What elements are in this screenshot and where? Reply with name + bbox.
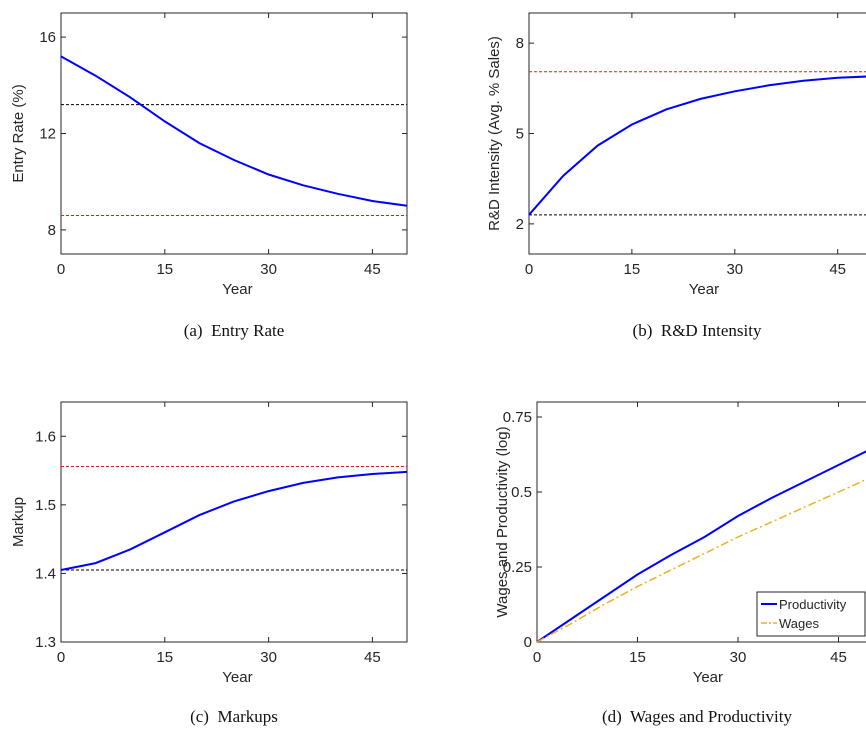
panel: 0 15 30 45 8 12 16 Year Entry Rate (%) (a) Entry … bbox=[10, 12, 408, 340]
plot-area bbox=[60, 12, 408, 255]
caption: (c) Markups bbox=[190, 707, 278, 726]
x-tick-label: 45 bbox=[830, 649, 847, 666]
panel: 0 15 30 45 1.3 1.4 1.5 1.6 Year Markup (c) Markups bbox=[10, 401, 408, 726]
legend-label: Wages bbox=[779, 616, 819, 631]
y-tick-label: 1.6 bbox=[35, 428, 56, 445]
y-tick-label: 0.25 bbox=[503, 559, 532, 576]
x-tick-label: 45 bbox=[829, 261, 846, 278]
x-tick-label: 45 bbox=[364, 261, 381, 278]
x-tick-label: 30 bbox=[726, 261, 743, 278]
y-tick-label: 0.75 bbox=[503, 409, 532, 426]
y-tick-label: 1.4 bbox=[35, 565, 56, 582]
legend: Productivity Wages bbox=[756, 591, 866, 637]
x-tick-label: 30 bbox=[260, 649, 277, 666]
y-tick-label: 0.5 bbox=[511, 484, 532, 501]
y-tick-label: 8 bbox=[516, 35, 524, 52]
y-axis-label: R&D Intensity (Avg. % Sales) bbox=[486, 36, 503, 231]
x-axis-label: Year bbox=[693, 669, 723, 686]
y-axis-label: Markup bbox=[10, 497, 27, 547]
x-tick-label: 0 bbox=[525, 261, 533, 278]
x-tick-label: 15 bbox=[624, 261, 641, 278]
x-tick-label: 15 bbox=[629, 649, 646, 666]
x-axis-label: Year bbox=[689, 281, 719, 298]
x-axis-label: Year bbox=[222, 669, 252, 686]
caption: (a) Entry Rate bbox=[184, 321, 285, 340]
x-tick-label: 15 bbox=[156, 261, 173, 278]
panel: 0 15 30 45 2 5 8 Year R&D Intensity (Avg. % Sale… bbox=[486, 12, 866, 340]
y-tick-label: 16 bbox=[39, 29, 56, 46]
y-tick-label: 8 bbox=[48, 222, 56, 239]
plot-area bbox=[528, 12, 866, 255]
y-tick-label: 1.5 bbox=[35, 497, 56, 514]
y-tick-label: 5 bbox=[516, 126, 524, 143]
legend-box bbox=[756, 591, 866, 637]
legend-label: Productivity bbox=[779, 597, 847, 612]
y-tick-label: 1.3 bbox=[35, 634, 56, 651]
x-tick-label: 15 bbox=[156, 649, 173, 666]
y-tick-label: 2 bbox=[516, 216, 524, 233]
series-line bbox=[60, 55, 408, 207]
y-tick-label: 12 bbox=[39, 126, 56, 143]
plot-area bbox=[60, 401, 408, 643]
caption: (d) Wages and Productivity bbox=[602, 707, 793, 726]
x-tick-label: 0 bbox=[57, 261, 65, 278]
y-axis-label: Entry Rate (%) bbox=[10, 84, 27, 182]
x-axis-label: Year bbox=[222, 281, 252, 298]
series-line bbox=[528, 75, 866, 216]
x-tick-label: 30 bbox=[260, 261, 277, 278]
panel: 0 15 30 45 0 0.25 0.5 0.75 Year Wages and Product… bbox=[494, 401, 866, 726]
x-tick-label: 30 bbox=[730, 649, 747, 666]
series-line bbox=[60, 470, 408, 571]
x-tick-label: 45 bbox=[364, 649, 381, 666]
y-tick-label: 0 bbox=[524, 634, 532, 651]
series-line bbox=[536, 450, 866, 643]
y-axis-label: Wages and Productivity (log) bbox=[494, 426, 511, 617]
caption: (b) R&D Intensity bbox=[633, 321, 762, 340]
x-tick-label: 0 bbox=[57, 649, 65, 666]
x-tick-label: 0 bbox=[533, 649, 541, 666]
